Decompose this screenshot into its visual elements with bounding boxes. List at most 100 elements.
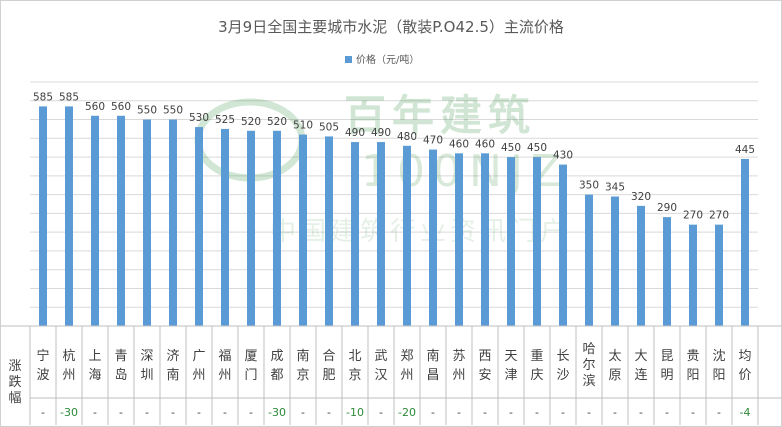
bar-value-label: 550 [163, 105, 183, 117]
category-label: 南昌 [426, 348, 439, 383]
bar-value-label: 345 [605, 181, 625, 193]
change-value: - [483, 406, 487, 419]
bar-value-label: 490 [345, 127, 365, 139]
category-label: 太原 [608, 349, 621, 383]
category-label: 厦门 [244, 349, 257, 383]
bar-9 [273, 130, 281, 326]
bar-value-label: 290 [657, 202, 677, 214]
bar-7 [221, 128, 229, 326]
category-label: 哈尔滨 [582, 342, 595, 389]
change-value: - [223, 406, 227, 419]
bar-15 [429, 149, 437, 326]
change-value: - [717, 406, 721, 419]
category-label: 宁波 [36, 348, 49, 383]
change-value: - [197, 406, 201, 419]
bar-value-label: 270 [683, 210, 703, 222]
row-header-char: 涨 [8, 359, 21, 374]
category-label: 苏州 [452, 348, 465, 383]
bar-4 [143, 119, 151, 327]
watermark-text: 百年建筑 [344, 91, 536, 140]
bar-27 [741, 158, 749, 326]
change-value: - [587, 406, 591, 419]
change-value: - [509, 406, 513, 419]
bar-value-label: 505 [319, 121, 339, 133]
change-value: - [457, 406, 461, 419]
change-value: -10 [346, 406, 364, 419]
bar-value-label: 560 [111, 101, 131, 113]
chart-title: 3月9日全国主要城市水泥（散装P.O42.5）主流价格 [218, 18, 564, 36]
change-value: - [145, 406, 149, 419]
bar-10 [299, 134, 307, 326]
bar-value-label: 320 [631, 191, 651, 203]
bar-value-label: 450 [527, 142, 547, 154]
bar-value-label: 430 [553, 150, 573, 162]
bar-value-label: 560 [85, 101, 105, 113]
category-label: 上海 [88, 349, 101, 383]
bar-value-label: 520 [241, 116, 261, 128]
bar-value-label: 520 [267, 116, 287, 128]
change-value: - [665, 406, 669, 419]
change-value: - [561, 406, 565, 419]
bar-2 [91, 115, 99, 327]
bar-24 [663, 217, 671, 326]
change-value: - [171, 406, 175, 419]
bar-5 [169, 119, 177, 327]
bar-3 [117, 115, 125, 327]
category-label: 深圳 [140, 349, 153, 383]
change-value: - [41, 406, 45, 419]
bar-value-label: 460 [475, 138, 495, 150]
row-header-char: 幅 [8, 391, 21, 406]
category-label: 福州 [218, 349, 231, 383]
bar-8 [247, 130, 255, 326]
bar-18 [507, 157, 515, 326]
bar-26 [715, 224, 723, 326]
change-value: - [93, 406, 97, 419]
bar-value-label: 450 [501, 142, 521, 154]
category-label: 天津 [504, 349, 517, 383]
bar-value-label: 585 [33, 91, 53, 103]
bar-14 [403, 145, 411, 326]
bar-value-label: 550 [137, 105, 157, 117]
category-label: 济南 [166, 349, 179, 383]
category-label: 贵阳 [686, 349, 699, 383]
category-label: 大连 [634, 349, 647, 383]
bar-16 [455, 153, 463, 326]
category-label: 合肥 [322, 349, 335, 383]
legend-swatch [345, 56, 352, 63]
bar-6 [195, 127, 203, 327]
bar-value-label: 270 [709, 210, 729, 222]
change-value: - [119, 406, 123, 419]
bar-19 [533, 157, 541, 326]
bar-0 [39, 106, 47, 327]
bar-value-label: 530 [189, 112, 209, 124]
category-label: 长沙 [556, 349, 569, 383]
bar-17 [481, 153, 489, 326]
bar-value-label: 510 [293, 120, 313, 132]
change-value: - [301, 406, 305, 419]
bar-value-label: 350 [579, 180, 599, 192]
bar-1 [65, 106, 73, 327]
bar-12 [351, 142, 359, 326]
category-label: 沈阳 [712, 349, 725, 383]
bar-value-label: 585 [59, 91, 79, 103]
category-label: 杭州 [62, 349, 75, 383]
category-label: 成都 [270, 349, 283, 383]
category-label: 均价 [738, 349, 751, 383]
bar-22 [611, 196, 619, 326]
change-value: -30 [60, 406, 78, 419]
change-value: - [249, 406, 253, 419]
change-value: - [613, 406, 617, 419]
change-value: - [431, 406, 435, 419]
bar-20 [559, 164, 567, 326]
bar-value-label: 480 [397, 131, 417, 143]
bar-13 [377, 142, 385, 326]
legend-label: 价格（元/吨） [356, 53, 419, 66]
change-value: - [535, 406, 539, 419]
category-label: 北京 [348, 349, 361, 383]
bar-21 [585, 194, 593, 326]
category-label: 郑州 [400, 349, 413, 383]
bar-11 [325, 136, 333, 326]
change-value: -20 [398, 406, 416, 419]
change-value: - [327, 406, 331, 419]
